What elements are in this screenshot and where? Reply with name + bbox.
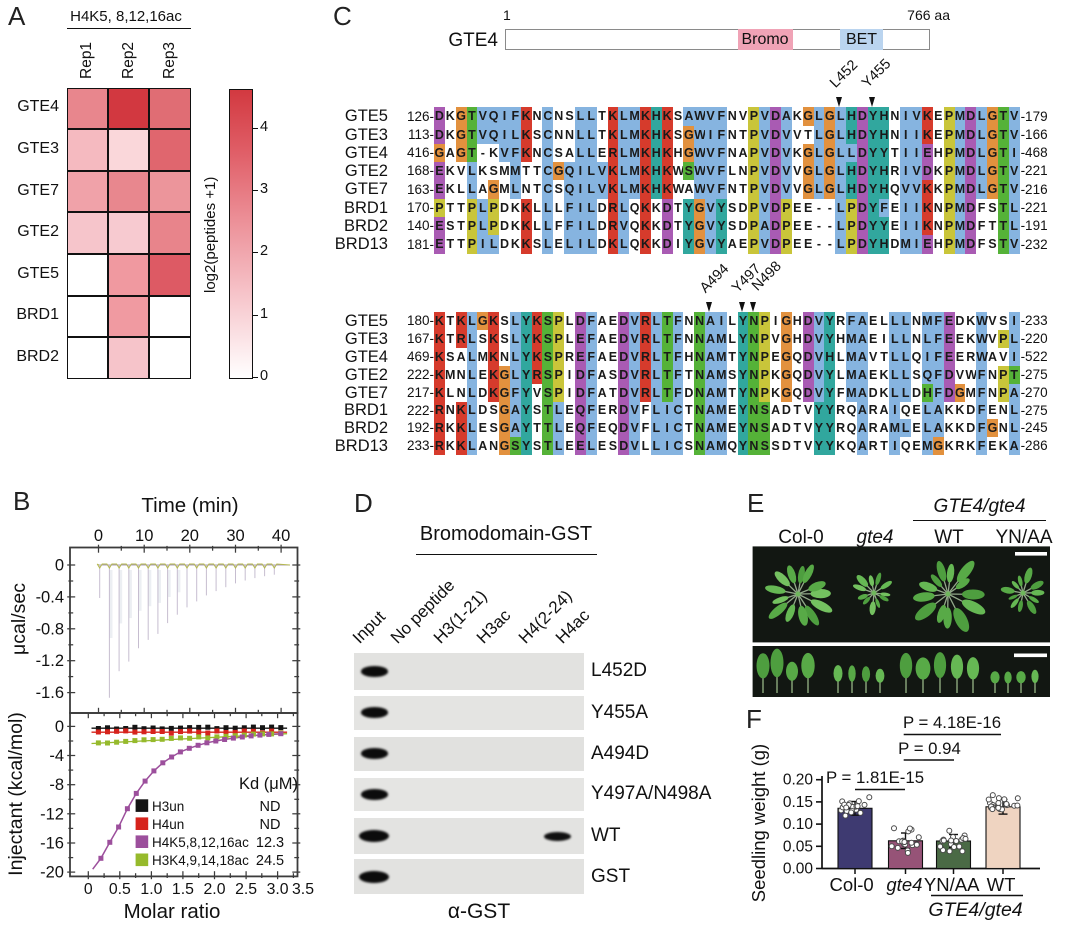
- svg-text:0: 0: [55, 557, 64, 575]
- svg-text:0.05: 0.05: [783, 838, 813, 855]
- svg-text:-4: -4: [49, 747, 64, 765]
- svg-text:-1.6: -1.6: [36, 684, 64, 702]
- svg-text:Col-0: Col-0: [829, 874, 873, 895]
- svg-text:-0.8: -0.8: [36, 620, 64, 638]
- svg-text:3.0: 3.0: [267, 881, 289, 898]
- svg-text:0.20: 0.20: [783, 772, 814, 789]
- svg-text:H3K4,9,14,18ac: H3K4,9,14,18ac: [152, 853, 249, 868]
- svg-text:1.5: 1.5: [172, 881, 194, 898]
- svg-text:P = 1.81E-15: P = 1.81E-15: [826, 768, 924, 787]
- svg-text:-8: -8: [49, 776, 64, 794]
- svg-text:24.5: 24.5: [256, 853, 284, 869]
- svg-text:-0.4: -0.4: [36, 588, 64, 606]
- svg-text:0: 0: [94, 527, 103, 545]
- svg-text:Molar ratio: Molar ratio: [124, 900, 221, 923]
- svg-text:μcal/sec: μcal/sec: [8, 583, 30, 655]
- svg-text:H4K5,8,12,16ac: H4K5,8,12,16ac: [152, 835, 249, 850]
- svg-text:12.3: 12.3: [256, 835, 284, 851]
- svg-text:0.10: 0.10: [783, 816, 814, 833]
- svg-text:H4un: H4un: [152, 817, 184, 832]
- svg-text:20: 20: [181, 527, 199, 545]
- svg-text:1.0: 1.0: [140, 881, 162, 898]
- svg-text:0: 0: [84, 881, 93, 898]
- svg-text:Time (min): Time (min): [141, 494, 238, 517]
- svg-text:0.5: 0.5: [109, 881, 131, 898]
- svg-text:-12: -12: [40, 805, 64, 823]
- svg-text:ND: ND: [260, 799, 281, 815]
- svg-text:ND: ND: [260, 817, 281, 833]
- svg-text:GTE4/gte4: GTE4/gte4: [928, 899, 1022, 921]
- svg-text:10: 10: [135, 527, 153, 545]
- svg-text:3.5: 3.5: [292, 881, 314, 898]
- svg-text:30: 30: [226, 527, 244, 545]
- svg-text:0.00: 0.00: [783, 861, 814, 878]
- svg-text:P = 0.94: P = 0.94: [898, 739, 961, 758]
- svg-text:0: 0: [55, 718, 64, 736]
- svg-text:0.15: 0.15: [783, 794, 813, 811]
- svg-text:H3un: H3un: [152, 799, 184, 814]
- svg-text:2.5: 2.5: [235, 881, 257, 898]
- svg-text:gte4: gte4: [886, 874, 922, 895]
- svg-text:40: 40: [272, 527, 290, 545]
- svg-text:YN/AA: YN/AA: [924, 874, 980, 895]
- svg-text:-1.2: -1.2: [36, 652, 64, 670]
- svg-text:2.0: 2.0: [204, 881, 226, 898]
- svg-text:Injectant (kcal/mol): Injectant (kcal/mol): [5, 712, 27, 876]
- svg-text:WT: WT: [987, 874, 1016, 895]
- svg-text:-16: -16: [40, 835, 64, 853]
- svg-text:Seedling weight (g): Seedling weight (g): [748, 744, 769, 902]
- svg-text:-20: -20: [40, 864, 64, 882]
- svg-text:P = 4.18E-16: P = 4.18E-16: [903, 713, 1001, 732]
- svg-text:Kd (μM): Kd (μM): [239, 775, 298, 793]
